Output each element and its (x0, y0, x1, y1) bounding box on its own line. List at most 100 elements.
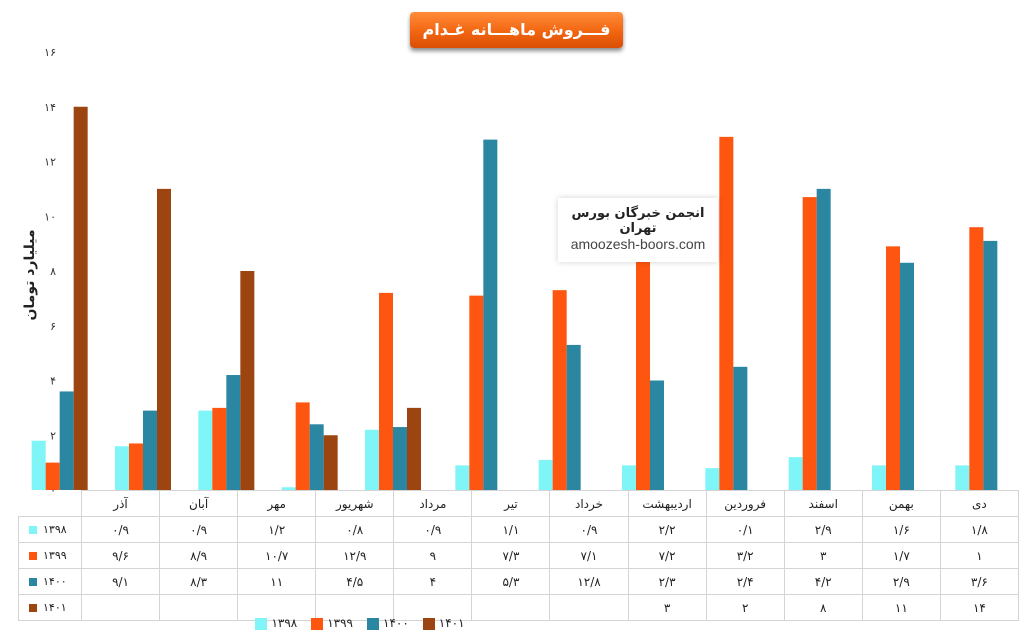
data-label (237, 594, 317, 621)
bar-۱۴۰۱-دی (73, 106, 88, 490)
watermark-title: انجمن خبرگان بورس تهران (571, 206, 705, 236)
table-row: ۱۴۰۱ ۳ ۲ ۸ ۱۱ ۱۴ (18, 594, 1019, 621)
table-corner (18, 490, 82, 517)
category-label: دی (939, 490, 1019, 517)
bar-۱۳۹۹-آذر (969, 227, 984, 490)
table-row: ۱۳۹۹ ۹/۶ ۸/۹ ۱۰/۷ ۱۲/۹ ۹ ۷/۳ ۷/۱ ۷/۲ ۳/۲ ۳ ۱/۷ ۱ (18, 542, 1019, 569)
data-label: ۹ (393, 542, 473, 569)
data-label: ۹/۶ (80, 542, 161, 569)
bar-۱۴۰۰-بهمن (143, 410, 157, 490)
y-tick-label: ۱۴ (44, 101, 56, 114)
data-label (80, 594, 161, 621)
bar-۱۳۹۸-بهمن (115, 446, 129, 490)
bar-۱۴۰۱-اردیبهشت (407, 407, 421, 490)
bar-۱۳۹۸-اردیبهشت (365, 429, 379, 490)
series-row-header: ۱۴۰۱ (18, 594, 82, 621)
watermark-box: انجمن خبرگان بورس تهران amoozesh-boors.c… (558, 198, 718, 262)
bar-۱۴۰۰-خرداد (483, 139, 498, 490)
category-label: اردیبهشت (627, 490, 707, 517)
legend-swatch (29, 552, 37, 560)
y-tick-label: ۲ (50, 429, 56, 442)
data-label: ۰/۹ (549, 516, 629, 543)
y-tick-label: ۴ (50, 375, 56, 388)
data-label: ۲/۲ (627, 516, 707, 543)
bar-۱۴۰۱-اسفند (240, 271, 255, 490)
legend-label: ۱۳۹۹ (327, 616, 353, 630)
data-label: ۷/۲ (627, 542, 707, 569)
data-label: ۲/۹ (861, 568, 941, 595)
series-name: ۱۳۹۸ (43, 523, 67, 536)
bar-۱۳۹۸-اسفند (198, 410, 213, 490)
bar-۱۳۹۹-دی (45, 462, 60, 490)
data-label: ۹/۱ (80, 568, 161, 595)
data-label: ۲ (705, 594, 785, 621)
data-label: ۲/۳ (627, 568, 707, 595)
legend-label: ۱۴۰۰ (383, 616, 409, 630)
series-name: ۱۳۹۹ (43, 549, 67, 562)
data-label: ۱۴ (939, 594, 1019, 621)
data-label: ۲/۴ (705, 568, 785, 595)
data-label: ۴/۵ (315, 568, 395, 595)
bar-۱۴۰۰-دی (59, 391, 74, 490)
data-label: ۰/۹ (80, 516, 161, 543)
data-label: ۳/۶ (939, 568, 1019, 595)
data-label: ۰/۸ (315, 516, 395, 543)
legend-item: ۱۳۹۹ (311, 616, 353, 630)
bar-۱۳۹۹-بهمن (129, 443, 143, 490)
data-label: ۱/۱ (471, 516, 551, 543)
legend-swatch (29, 578, 37, 586)
bar-۱۳۹۸-مرداد (622, 465, 636, 490)
data-label: ۲/۹ (783, 516, 863, 543)
data-table: آذر آبان مهر شهریور مرداد تیر خرداد اردیبهشت فرو… (18, 490, 1019, 621)
y-tick-label: ۱۰ (44, 210, 56, 223)
data-label (159, 594, 239, 621)
data-label (315, 594, 395, 621)
bar-۱۴۰۰-اردیبهشت (393, 427, 407, 490)
data-label: ۸ (783, 594, 863, 621)
bar-۱۴۰۰-آبان (900, 262, 914, 490)
data-label: ۴ (393, 568, 473, 595)
data-label: ۱ (939, 542, 1019, 569)
legend-label: ۱۳۹۸ (271, 616, 298, 630)
bar-۱۳۹۹-اردیبهشت (379, 292, 393, 490)
table-row: ۱۴۰۰ ۹/۱ ۸/۳ ۱۱ ۴/۵ ۴ ۵/۳ ۱۲/۸ ۲/۳ ۲/۴ ۴/۲ ۲/۹ ۳/۶ (18, 568, 1019, 595)
data-label: ۴/۲ (783, 568, 863, 595)
data-label: ۷/۱ (549, 542, 629, 569)
bar-۱۴۰۰-اسفند (226, 375, 241, 490)
legend-item: ۱۴۰۱ (422, 616, 465, 630)
category-label: آبان (159, 490, 239, 517)
bar-۱۳۹۹-مهر (802, 197, 817, 490)
data-label: ۰/۱ (705, 516, 785, 543)
bar-۱۳۹۸-آذر (955, 465, 970, 490)
bar-۱۳۹۹-تیر (552, 290, 567, 490)
bar-۱۳۹۹-شهریور (719, 136, 734, 491)
data-label: ۰/۹ (393, 516, 473, 543)
data-label: ۰/۹ (159, 516, 239, 543)
data-label: ۱/۷ (861, 542, 941, 569)
bar-۱۳۹۸-تیر (538, 459, 553, 490)
bar-۱۳۹۹-آبان (886, 246, 900, 490)
series-name: ۱۴۰۰ (43, 575, 67, 588)
bar-۱۳۹۸-فروردین (281, 487, 296, 490)
bar-۱۴۰۰-فروردین (309, 424, 324, 490)
data-label: ۳/۲ (705, 542, 785, 569)
bar-۱۳۹۸-شهریور (705, 468, 720, 490)
data-label: ۵/۳ (471, 568, 551, 595)
data-label: ۱/۸ (939, 516, 1019, 543)
category-label: مرداد (393, 490, 473, 517)
category-label: اسفند (783, 490, 863, 517)
category-label: تیر (471, 490, 551, 517)
bar-۱۳۹۹-خرداد (469, 295, 484, 490)
data-label: ۱۲/۸ (549, 568, 629, 595)
bar-۱۴۰۰-تیر (566, 344, 581, 490)
data-label: ۱۱ (861, 594, 941, 621)
data-label (549, 594, 629, 621)
legend-swatch (29, 604, 37, 612)
bar-۱۴۰۱-فروردین (323, 435, 338, 490)
legend-swatch (29, 526, 37, 534)
bar-۱۳۹۸-مهر (788, 457, 803, 490)
series-row-header: ۱۳۹۸ (18, 516, 82, 543)
bar-۱۳۹۹-مرداد (636, 243, 650, 490)
legend-swatch (367, 617, 379, 630)
